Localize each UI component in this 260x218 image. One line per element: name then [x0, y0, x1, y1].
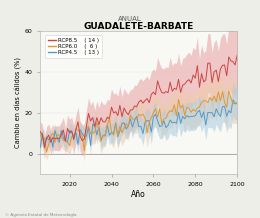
- Title: GUADALETE-BARBATE: GUADALETE-BARBATE: [84, 22, 194, 31]
- Y-axis label: Cambio en días cálidos (%): Cambio en días cálidos (%): [15, 57, 22, 148]
- Legend: RCP8.5    ( 14 ), RCP6.0    (  6 ), RCP4.5    ( 13 ): RCP8.5 ( 14 ), RCP6.0 ( 6 ), RCP4.5 ( 13…: [45, 35, 102, 58]
- Text: ANUAL: ANUAL: [118, 16, 142, 22]
- X-axis label: Año: Año: [131, 190, 146, 199]
- Text: © Agencia Estatal de Meteorología: © Agencia Estatal de Meteorología: [5, 213, 77, 217]
